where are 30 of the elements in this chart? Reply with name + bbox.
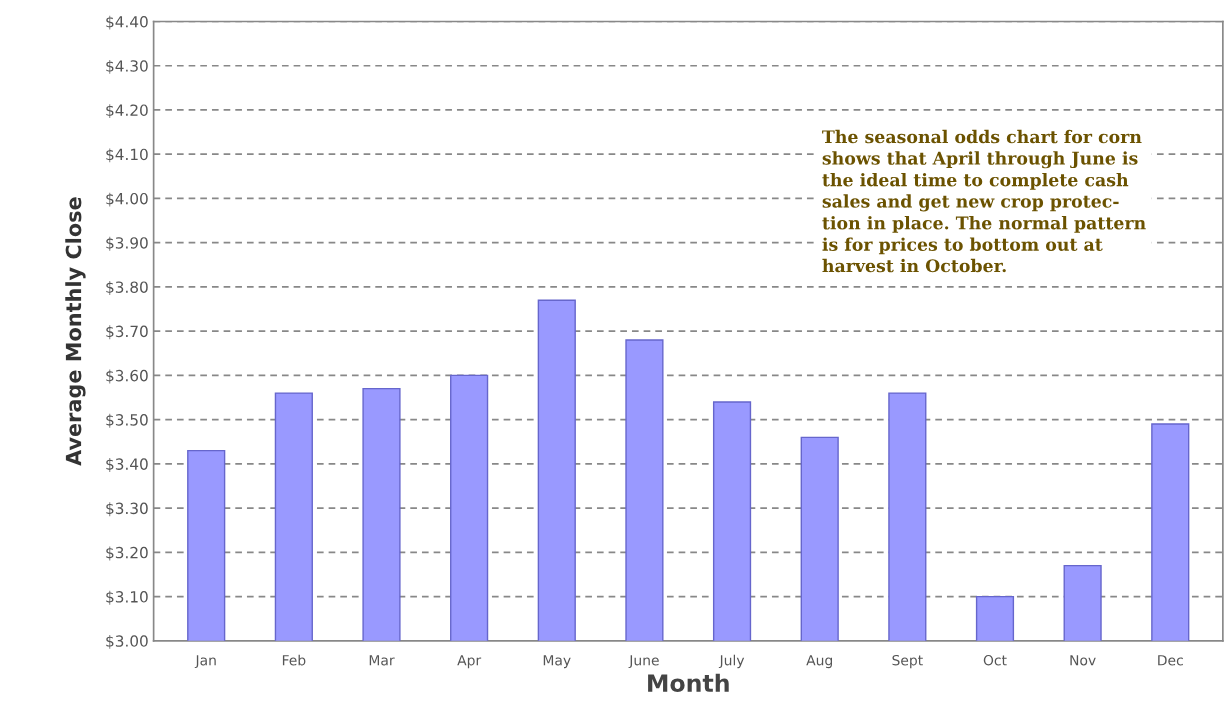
- x-tick-label: Aug: [806, 655, 832, 669]
- annotation: The seasonal odds chart for corn shows that April through June is the ideal time to complete cash sales and get new crop protec- tion in place. The normal pattern is for prices to bottom out at harvest in October.: [822, 129, 1146, 273]
- y-tick-label: $4.00: [106, 192, 148, 207]
- y-tick-label: $4.30: [106, 59, 148, 74]
- x-tick-label: Jan: [194, 655, 216, 669]
- y-tick-label: $3.30: [106, 502, 148, 517]
- y-tick-label: $4.10: [106, 148, 148, 163]
- x-axis-title: Month: [648, 673, 729, 692]
- y-axis-title: Average Monthly Close: [65, 197, 86, 466]
- x-tick-label: May: [543, 655, 571, 669]
- x-tick-label: Apr: [457, 655, 482, 669]
- y-tick-label: $3.70: [106, 325, 148, 340]
- x-tick-label: Nov: [1070, 655, 1096, 666]
- x-tick-label: Sept: [892, 654, 923, 669]
- x-tick-label: June: [628, 655, 659, 669]
- x-tick-label: Feb: [282, 654, 306, 666]
- x-tick-label: Dec: [1158, 655, 1183, 666]
- y-tick-label: $3.80: [106, 281, 148, 295]
- y-tick-label: $3.50: [106, 413, 148, 428]
- y-tick-label: $4.40: [106, 15, 148, 30]
- y-tick-label: $3.10: [106, 590, 148, 605]
- x-tick-label: Mar: [369, 655, 395, 666]
- x-tick-label: Oct: [983, 654, 1007, 666]
- x-tick-label: July: [718, 654, 745, 669]
- y-tick-label: $3.60: [106, 369, 148, 384]
- y-tick-label: $3.40: [106, 458, 148, 472]
- y-tick-label: $4.20: [106, 104, 148, 119]
- y-tick-label: $3.00: [106, 635, 148, 649]
- y-tick-label: $3.90: [106, 236, 148, 251]
- y-tick-label: $3.20: [106, 546, 148, 561]
